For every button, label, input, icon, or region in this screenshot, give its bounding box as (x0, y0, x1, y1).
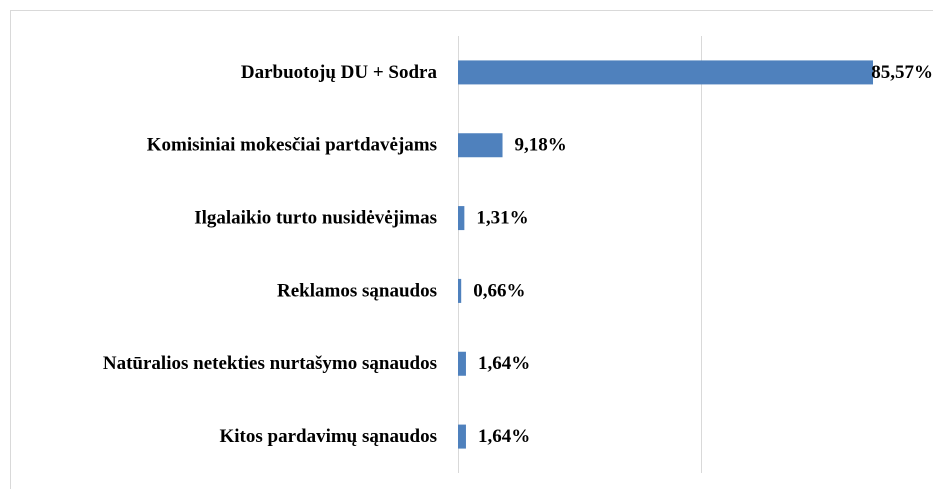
data-label: 1,64% (478, 353, 530, 374)
category-label: Komisiniai mokesčiai partdavėjams (147, 135, 437, 156)
bar (458, 351, 466, 376)
category-label: Ilgalaikio turto nusidėvėjimas (194, 207, 437, 228)
bar (458, 206, 465, 231)
bar (458, 60, 874, 85)
bar (458, 278, 462, 303)
bar (458, 424, 466, 449)
category-label: Darbuotojų DU + Sodra (241, 62, 438, 83)
bar (458, 133, 503, 158)
data-label: 0,66% (473, 280, 525, 301)
data-label: 1,64% (478, 426, 530, 447)
category-label: Reklamos sąnaudos (277, 280, 437, 301)
chart-border (10, 10, 933, 489)
category-label: Natūralios netekties nurtašymo sąnaudos (103, 353, 437, 374)
data-label: 9,18% (515, 135, 567, 156)
data-label: 1,31% (476, 207, 528, 228)
category-label: Kitos pardavimų sąnaudos (219, 426, 437, 447)
data-label: 85,57% (871, 62, 933, 83)
